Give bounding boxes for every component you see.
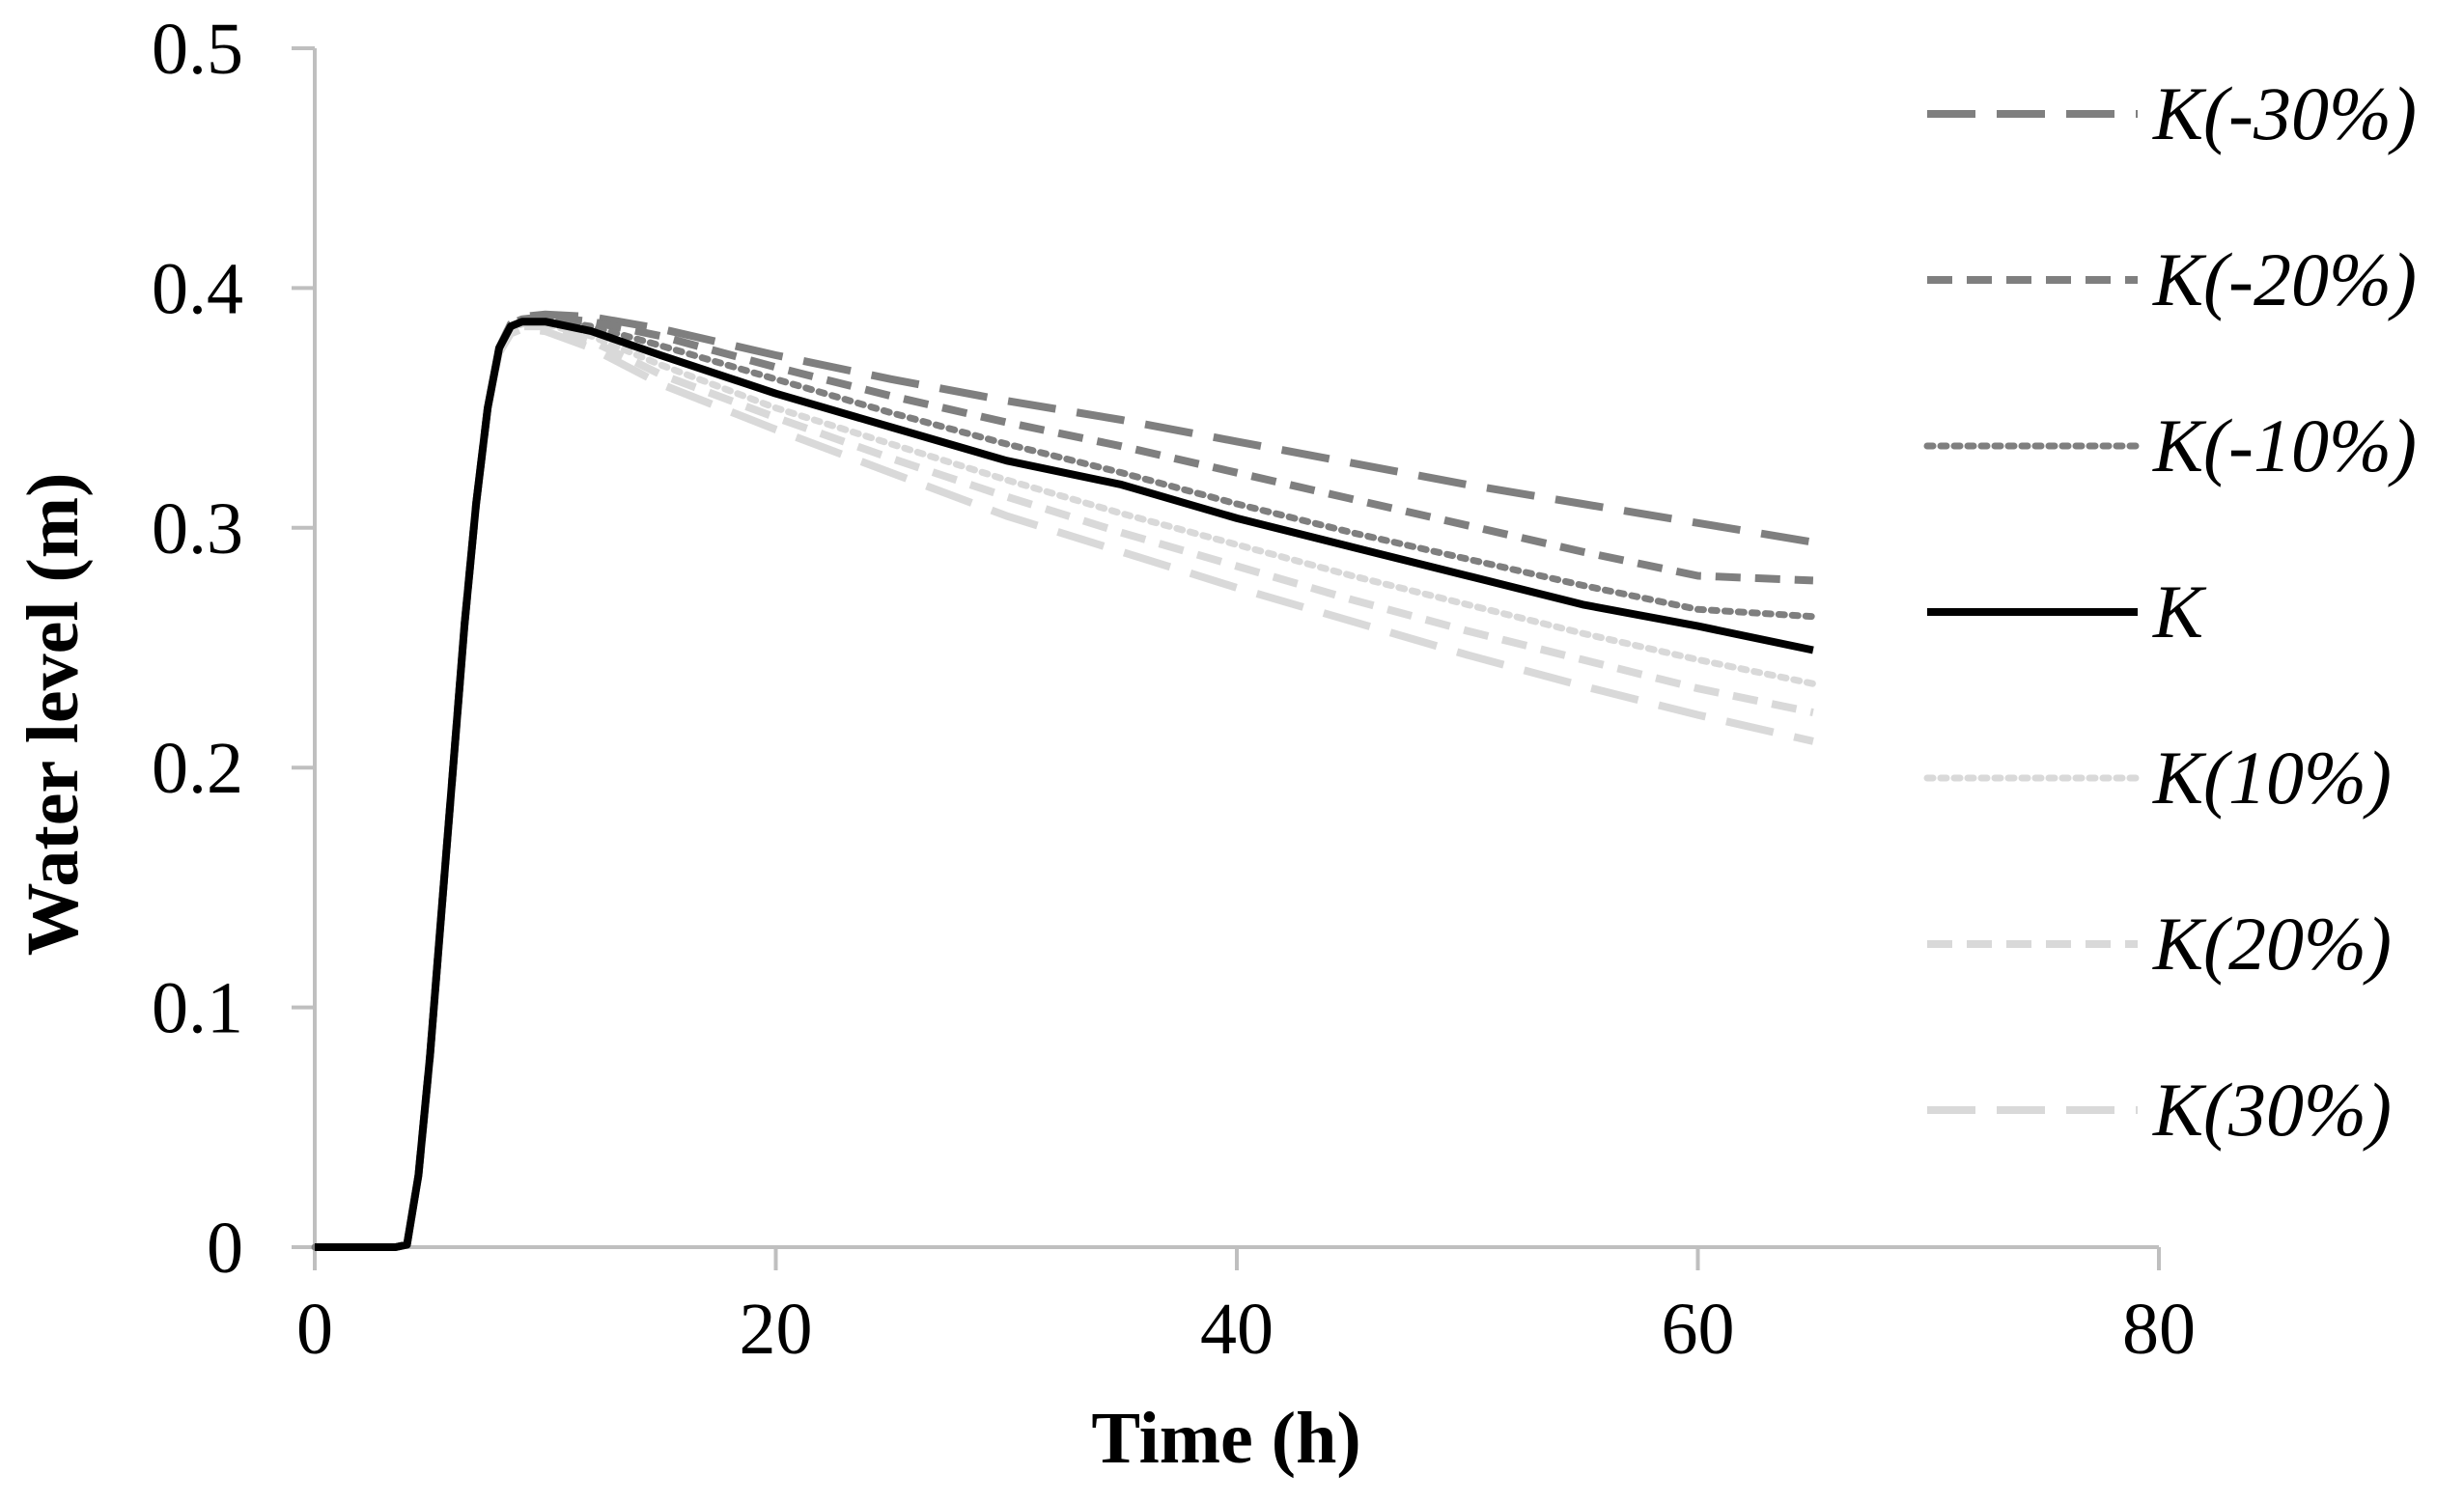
axes: 0 0.1 0.2 0.3 0.4 0.5 0 20 40 60 80 xyxy=(152,9,2196,1370)
legend-label: K(-20%) xyxy=(2152,237,2417,321)
series-line xyxy=(311,320,1817,1251)
y-tick-label: 0.3 xyxy=(152,488,243,570)
x-tick-label: 20 xyxy=(740,1289,813,1370)
x-tick-label: 60 xyxy=(1662,1289,1735,1370)
series-line xyxy=(311,316,1817,1251)
series-line xyxy=(315,322,1814,1251)
y-tick-label: 0.1 xyxy=(152,968,243,1049)
y-axis-title: Water level (m) xyxy=(13,473,94,957)
x-axis-title: Time (h) xyxy=(1091,1398,1360,1479)
x-tick-label: 80 xyxy=(2122,1289,2196,1370)
series-line xyxy=(315,313,1814,1251)
legend-label: K(20%) xyxy=(2152,902,2392,986)
legend-label: K(10%) xyxy=(2152,736,2392,820)
series-line xyxy=(315,324,1814,1251)
y-tick-label: 0.5 xyxy=(152,9,243,90)
y-tick-label: 0.4 xyxy=(152,248,243,329)
series-line xyxy=(315,310,1814,1251)
legend-label: K(30%) xyxy=(2152,1068,2392,1152)
legend-label: K(-30%) xyxy=(2152,71,2417,155)
series-line xyxy=(315,318,1814,1251)
legend: K(-30%) K(-20%) K(-10%) K K(10%) K(20%) K(30%) xyxy=(1923,71,2417,1152)
legend-label: K xyxy=(2152,570,2207,654)
x-tick-label: 0 xyxy=(296,1289,333,1370)
series-layer xyxy=(311,310,1817,1251)
x-tick-label: 40 xyxy=(1200,1289,1274,1370)
legend-label: K(-10%) xyxy=(2152,403,2417,487)
y-tick-label: 0 xyxy=(207,1208,243,1289)
y-tick-label: 0.2 xyxy=(152,728,243,809)
